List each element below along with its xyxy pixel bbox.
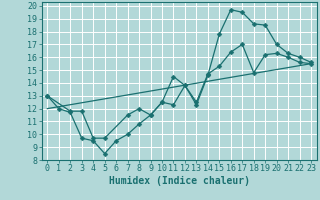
X-axis label: Humidex (Indice chaleur): Humidex (Indice chaleur): [109, 176, 250, 186]
